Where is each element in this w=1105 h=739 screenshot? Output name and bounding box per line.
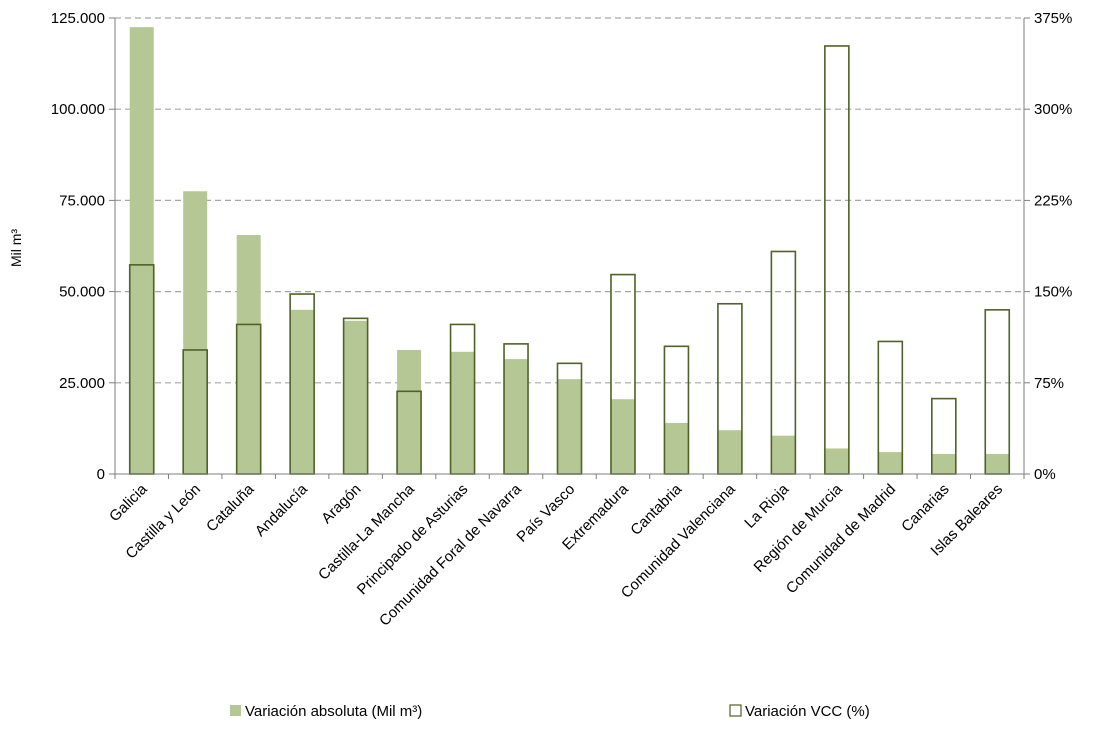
bar-absolute bbox=[397, 349, 422, 474]
y-axis-title: Mil m³ bbox=[8, 229, 24, 267]
legend-swatch-absolute bbox=[230, 705, 241, 716]
bar-absolute bbox=[610, 399, 635, 474]
bar-absolute bbox=[557, 379, 582, 474]
bar-vcc bbox=[984, 309, 1011, 475]
x-category-label: Castilla-La Mancha bbox=[315, 480, 418, 583]
x-category-label: Galicia bbox=[106, 480, 151, 525]
left-tick-label: 100.000 bbox=[51, 101, 105, 118]
x-category-label: Cataluña bbox=[203, 480, 258, 535]
left-tick-label: 0 bbox=[97, 466, 105, 483]
bar-absolute bbox=[183, 191, 208, 474]
bar-absolute bbox=[290, 309, 315, 474]
x-category-label: Aragón bbox=[318, 481, 364, 527]
bar-absolute bbox=[985, 453, 1010, 474]
bar-absolute bbox=[931, 453, 956, 474]
legend-label-absolute: Variación absoluta (Mil m³) bbox=[245, 703, 422, 720]
bar-absolute bbox=[717, 430, 742, 474]
bar-absolute bbox=[878, 452, 903, 474]
bar-absolute bbox=[504, 359, 529, 474]
right-tick-label: 75% bbox=[1034, 375, 1064, 392]
x-category-label: La Rioja bbox=[741, 480, 792, 531]
bar-absolute bbox=[343, 320, 368, 474]
legend-label-vcc: Variación VCC (%) bbox=[745, 703, 870, 720]
bar-absolute bbox=[129, 27, 154, 475]
right-tick-label: 300% bbox=[1034, 101, 1072, 118]
bar-absolute bbox=[824, 448, 849, 474]
right-tick-label: 375% bbox=[1034, 10, 1072, 27]
bars bbox=[128, 27, 1011, 475]
right-tick-label: 150% bbox=[1034, 284, 1072, 301]
x-category-label: Andalucía bbox=[252, 480, 312, 540]
bar-vcc bbox=[824, 45, 850, 475]
bar-absolute bbox=[450, 351, 475, 474]
right-tick-label: 225% bbox=[1034, 192, 1072, 209]
bar-absolute bbox=[664, 422, 689, 474]
legend-swatch-vcc bbox=[729, 704, 742, 717]
left-tick-label: 125.000 bbox=[51, 10, 105, 27]
bar-absolute bbox=[236, 235, 261, 474]
x-category-label: Comunidad de Madrid bbox=[783, 481, 899, 597]
left-tick-label: 25.000 bbox=[59, 375, 105, 392]
left-tick-label: 50.000 bbox=[59, 284, 105, 301]
bar-absolute bbox=[771, 435, 796, 474]
x-category-label: Canarias bbox=[898, 481, 952, 535]
legend: Variación absoluta (Mil m³) Variación VCC… bbox=[230, 703, 870, 720]
left-tick-label: 75.000 bbox=[59, 192, 105, 209]
x-category-label: Región de Murcia bbox=[751, 480, 847, 576]
axes bbox=[109, 17, 1030, 479]
right-tick-label: 0% bbox=[1034, 466, 1056, 483]
